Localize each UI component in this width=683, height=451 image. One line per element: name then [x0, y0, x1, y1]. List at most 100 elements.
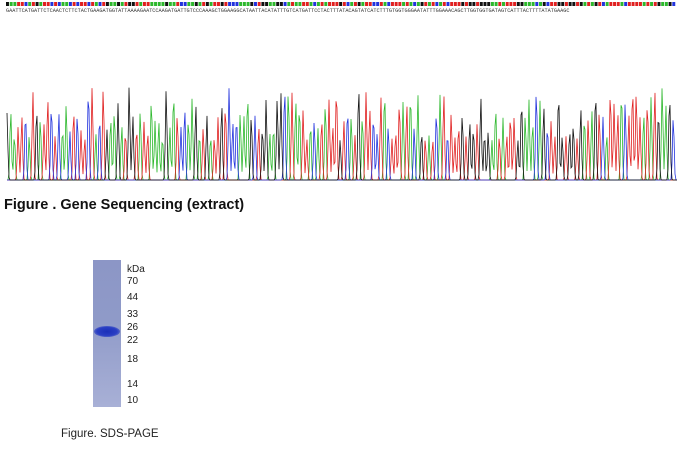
base-call-mark [83, 2, 87, 6]
base-call-mark [653, 2, 657, 6]
base-call-mark [465, 2, 468, 6]
base-call-mark [109, 2, 113, 6]
base-call-mark [142, 2, 146, 6]
base-call-mark [146, 2, 150, 6]
base-call-mark [98, 2, 102, 6]
base-call-mark [576, 2, 580, 6]
chromatogram [6, 87, 678, 181]
base-call-mark [424, 2, 428, 6]
base-call-mark [672, 2, 676, 6]
base-call-mark [187, 2, 191, 6]
base-call-mark [635, 2, 639, 6]
base-call-mark [65, 2, 69, 6]
base-call-mark [624, 2, 628, 6]
base-call-mark [220, 2, 224, 6]
base-call-mark [194, 2, 198, 6]
base-call-mark [520, 2, 524, 6]
base-call-mark [664, 2, 668, 6]
base-call-mark [28, 2, 32, 6]
base-call-mark [557, 2, 561, 6]
base-call-mark [131, 2, 135, 6]
protein-band [94, 326, 120, 337]
base-call-mark [339, 2, 343, 6]
base-call-mark [483, 2, 487, 6]
base-call-mark [31, 2, 35, 6]
base-call-mark [120, 2, 124, 6]
base-call-mark [616, 2, 620, 6]
base-call-mark [165, 2, 169, 6]
base-call-mark [272, 2, 276, 6]
base-call-mark [631, 2, 635, 6]
base-call-mark [254, 2, 257, 6]
marker-label: 44 [127, 292, 139, 303]
base-call-mark [461, 2, 465, 6]
base-call-mark [150, 2, 154, 6]
base-call-mark [216, 2, 220, 6]
base-call-mark [316, 2, 320, 6]
base-call-mark [598, 2, 602, 6]
base-call-mark [453, 2, 457, 6]
base-call-mark [376, 2, 380, 6]
marker-label: 70 [127, 276, 139, 287]
base-call-mark [505, 2, 509, 6]
base-call-mark [650, 2, 654, 6]
base-call-mark [87, 2, 91, 6]
base-call-mark [605, 2, 609, 6]
marker-unit-label: kDa [127, 264, 145, 275]
base-call-mark [542, 2, 546, 6]
base-call-mark [668, 2, 672, 6]
sequencing-caption: Figure . Gene Sequencing (extract) [4, 197, 245, 213]
base-call-mark [457, 2, 461, 6]
base-call-mark [472, 2, 476, 6]
marker-label: 14 [127, 379, 139, 390]
base-call-mark [546, 2, 550, 6]
base-call-mark [9, 2, 13, 6]
base-call-mark [450, 2, 454, 6]
base-call-mark [638, 2, 642, 6]
base-call-mark [583, 2, 587, 6]
base-call-mark [265, 2, 269, 6]
base-call-mark [487, 2, 491, 6]
base-call-mark [294, 2, 298, 6]
base-call-mark [305, 2, 309, 6]
base-call-mark [320, 2, 324, 6]
base-call-mark [276, 2, 280, 6]
base-call-mark [383, 2, 387, 6]
base-call-mark [361, 2, 365, 6]
base-call-mark [13, 2, 17, 6]
base-call-mark [594, 2, 598, 6]
base-call-mark [335, 2, 339, 6]
base-call-mark [324, 2, 328, 6]
base-call-mark [242, 2, 246, 6]
base-call-mark [346, 2, 350, 6]
base-call-mark [431, 2, 435, 6]
base-call-mark [587, 2, 591, 6]
base-call-mark [494, 2, 498, 6]
base-call-mark [54, 2, 58, 6]
base-call-sequence: GAATTCATGATTCTCAACTCTTCTACTGAAGATGGTATTA… [6, 8, 570, 14]
base-call-mark [413, 2, 417, 6]
base-call-mark [43, 2, 46, 6]
base-call-mark [539, 2, 542, 6]
base-call-mark [490, 2, 494, 6]
sequencing-panel: GAATTCATGATTCTCAACTCTTCTACTGAAGATGGTATTA… [0, 0, 683, 190]
base-call-mark [535, 2, 539, 6]
base-call-mark [416, 2, 420, 6]
sds-page-caption: Figure. SDS-PAGE [61, 428, 159, 440]
base-call-mark [572, 2, 576, 6]
base-call-mark [609, 2, 613, 6]
base-call-mark [257, 2, 261, 6]
base-call-mark [172, 2, 176, 6]
base-call-mark [642, 2, 646, 6]
base-call-mark [283, 2, 287, 6]
base-call-mark [368, 2, 372, 6]
base-call-mark [154, 2, 158, 6]
base-call-mark [627, 2, 631, 6]
base-call-mark [72, 2, 76, 6]
base-call-mark [102, 2, 106, 6]
base-call-mark [191, 2, 195, 6]
base-call-mark [209, 2, 213, 6]
base-call-mark [590, 2, 594, 6]
base-call-mark [357, 2, 361, 6]
base-call-mark [387, 2, 391, 6]
